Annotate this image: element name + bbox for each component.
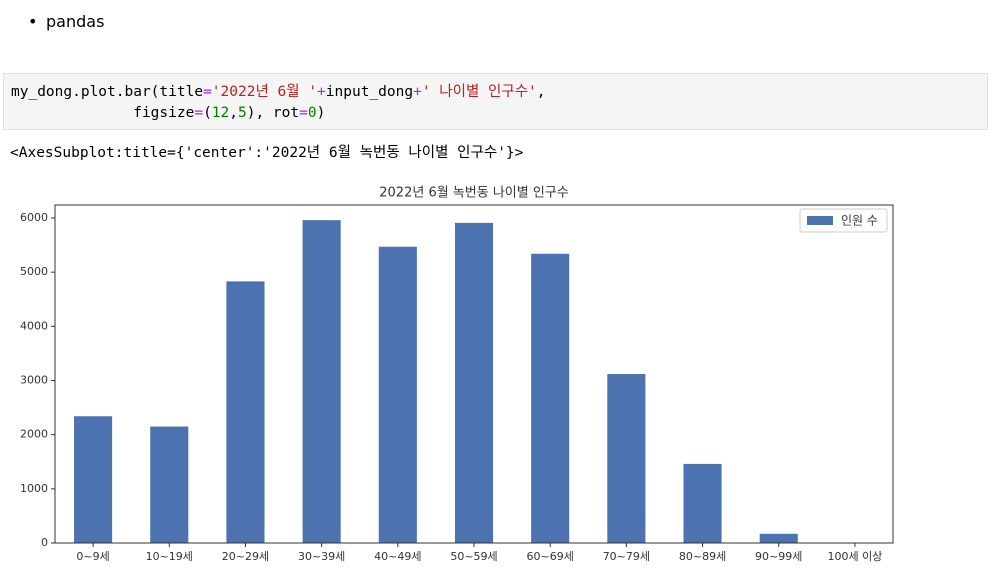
code-token: 0 — [307, 105, 317, 121]
code-token: 5 — [238, 105, 247, 121]
bullet-item: pandas — [28, 12, 104, 31]
code-token: 12 — [211, 105, 230, 121]
x-tick-label: 50~59세 — [450, 550, 497, 563]
y-tick-label: 4000 — [20, 319, 48, 332]
y-tick-label: 5000 — [20, 265, 48, 278]
x-tick-label: 20~29세 — [222, 550, 269, 563]
x-tick-label: 60~69세 — [527, 550, 574, 563]
plot-frame — [54, 204, 894, 544]
code-token: '2022년 6월 ' — [211, 84, 318, 100]
bar — [683, 463, 722, 543]
code-token: input_dong — [325, 84, 414, 100]
x-tick-label: 90~99세 — [755, 550, 802, 563]
bullet-text: pandas — [46, 12, 105, 31]
legend-label: 인원 수 — [841, 214, 878, 228]
code-token: + — [413, 84, 422, 100]
legend-swatch — [807, 216, 833, 225]
code-token: ' 나이별 인구수' — [421, 84, 537, 100]
code-token: my_dong.plot.bar(title — [11, 84, 204, 100]
bar — [607, 374, 646, 543]
y-tick-label: 0 — [41, 536, 48, 549]
bar — [531, 253, 570, 543]
code-token: , — [229, 105, 238, 121]
x-tick-label: 70~79세 — [603, 550, 650, 563]
bar — [226, 281, 265, 543]
code-token: ), rot — [246, 105, 300, 121]
code-line: figsize=(12,5), rot=0) — [11, 103, 987, 124]
bar — [759, 533, 798, 543]
x-tick-label: 80~89세 — [679, 550, 726, 563]
code-token: figsize — [11, 105, 195, 121]
x-tick-label: 30~39세 — [298, 550, 345, 563]
code-token: ) — [316, 105, 326, 121]
y-tick-label: 2000 — [20, 428, 48, 441]
bar — [454, 222, 494, 543]
cell-output: <AxesSubplot:title={'center':'2022년 6월 녹… — [10, 145, 524, 161]
x-tick-label: 100세 이상 — [827, 550, 882, 563]
x-tick-label: 40~49세 — [374, 550, 421, 563]
y-tick-label: 1000 — [20, 482, 48, 495]
bar — [74, 416, 113, 543]
code-token: = — [299, 105, 308, 121]
bar — [150, 426, 189, 543]
code-token: = — [194, 105, 204, 121]
y-tick-label: 3000 — [20, 374, 48, 387]
x-tick-label: 0~9세 — [76, 550, 109, 563]
code-token: , — [536, 84, 546, 100]
code-cell[interactable]: my_dong.plot.bar(title='2022년 6월 '+input… — [3, 73, 988, 130]
code-token: ( — [203, 105, 212, 121]
chart-title: 2022년 6월 녹번동 나이별 인구수 — [379, 186, 568, 201]
bar — [378, 246, 417, 544]
y-tick-label: 6000 — [20, 211, 48, 224]
code-token: = — [203, 84, 212, 100]
code-token: + — [317, 84, 326, 100]
x-tick-label: 10~19세 — [146, 550, 193, 563]
code-line: my_dong.plot.bar(title='2022년 6월 '+input… — [11, 82, 987, 103]
legend-box — [799, 208, 888, 233]
bar — [302, 220, 341, 543]
